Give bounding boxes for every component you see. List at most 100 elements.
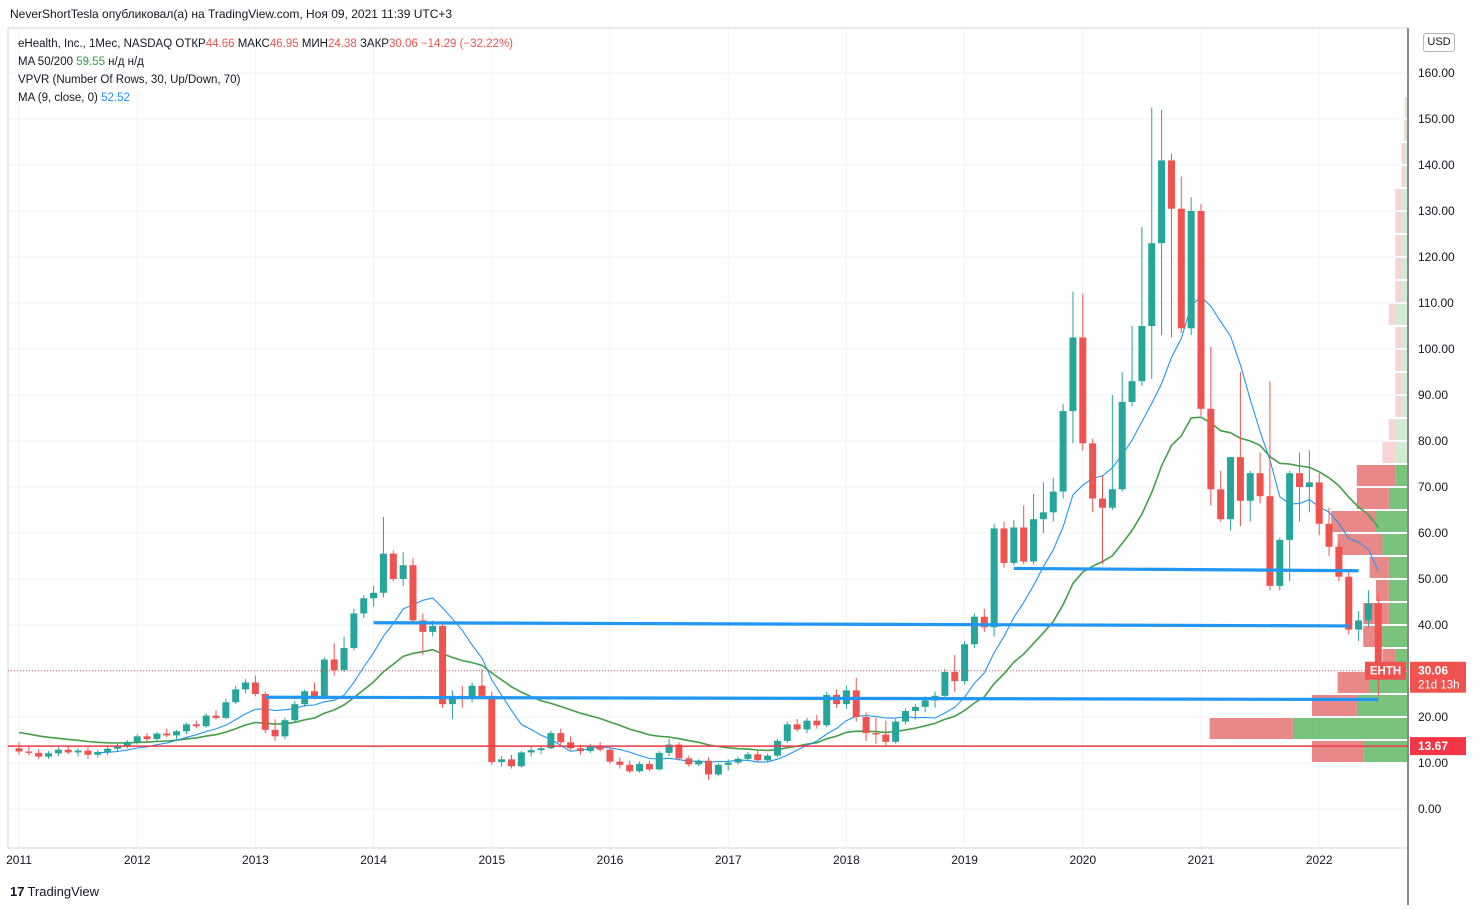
volume-bar-up [1401,189,1408,210]
candle-body [665,744,673,753]
legend-ma50-row[interactable]: MA 50/200 59.55 н/д н/д [18,53,513,71]
candle-body [1236,457,1244,501]
candle [281,717,289,740]
legend-vpvr-row[interactable]: VPVR (Number Of Rows, 30, Up/Down, 70) [18,71,513,89]
x-tick-label: 2013 [242,853,269,867]
volume-bar-up [1388,603,1408,624]
candle-body [724,762,732,765]
candle [478,668,486,699]
candle-body [1128,381,1136,402]
legend-ma9-row[interactable]: MA (9, close, 0) 52.52 [18,89,513,107]
candle [1128,326,1136,407]
ma-50-200-value: 59.55 [76,56,105,68]
volume-bar-up [1376,511,1408,532]
candle-body [222,702,230,718]
candle-body [242,682,250,690]
candle-body [212,715,220,718]
candle [813,714,821,729]
candle-body [1148,243,1156,326]
candle-body [1079,337,1087,444]
candle [1000,521,1008,568]
candle [163,728,171,738]
candle [626,760,634,774]
candle-body [25,751,33,753]
candle-body [1000,528,1008,563]
close-value: 30.06 [388,38,418,50]
candle [724,759,732,771]
candle-body [645,763,653,770]
candle [1197,204,1205,416]
candle [1315,473,1323,536]
candle-body [754,754,762,761]
candle [941,668,949,699]
open-label: ОТКР [175,38,206,50]
candle-body [1118,401,1126,490]
x-tick-label: 2014 [360,853,387,867]
candle [212,710,220,720]
candles [15,107,1382,781]
open-value: 44.66 [205,38,235,50]
tradingview-brand[interactable]: 17 TradingView [10,884,99,899]
candle [360,595,368,619]
candle-body [685,758,693,765]
candle-body [54,749,62,754]
candle [714,763,722,776]
candle-body [576,748,584,752]
candle-body [803,720,811,730]
ma-9-line [97,295,1379,763]
candle [1148,107,1156,379]
candle [1355,611,1363,642]
candle [488,691,496,765]
candle [803,717,811,734]
candle [970,613,978,648]
candle-body [557,733,565,743]
y-tick-label: 100.00 [1418,342,1455,356]
candle-body [1049,491,1057,513]
x-tick-label: 2015 [478,853,505,867]
symbol-name: eHealth, Inc., 1Мес, NASDAQ [18,38,173,50]
candle [754,750,762,763]
candle-body [123,741,131,746]
candle-body [389,553,397,579]
candle [498,756,506,767]
candle [1266,381,1274,591]
volume-bar-down [1337,534,1383,555]
candle [892,718,900,744]
volume-bar-up [1395,465,1408,486]
candle-body [163,733,171,736]
volume-bar-up [1404,166,1408,187]
candle [567,736,575,751]
candle [242,679,250,694]
volume-bar-up [1401,258,1408,279]
volume-bar-up [1382,626,1408,647]
candle-body [813,720,821,726]
candle [951,654,959,692]
currency-button[interactable]: USD [1423,33,1455,52]
candle [911,704,919,720]
candle-body [45,753,53,757]
candle [990,523,998,637]
volume-bar-down [1209,718,1293,739]
volume-bar-down [1376,580,1389,601]
candle-body [527,750,535,753]
volume-bar-down [1395,189,1402,210]
candle-body [764,755,772,761]
y-axis-ticks: 0.0010.0020.0030.0040.0050.0060.0070.008… [1418,66,1455,816]
candle [1020,505,1028,565]
candle [153,731,161,741]
candle [764,753,772,763]
candle [1345,572,1353,635]
candle-body [64,749,72,753]
candle [1187,197,1195,336]
candle [665,738,673,757]
candle-body [1374,603,1382,671]
candle [1246,470,1254,522]
tradingview-logo-icon: 17 [10,884,25,899]
candle-body [399,565,407,579]
candle [616,757,624,769]
candle [793,718,801,732]
volume-bar-down [1337,672,1370,693]
candle [508,754,515,769]
candle-body [409,565,417,621]
